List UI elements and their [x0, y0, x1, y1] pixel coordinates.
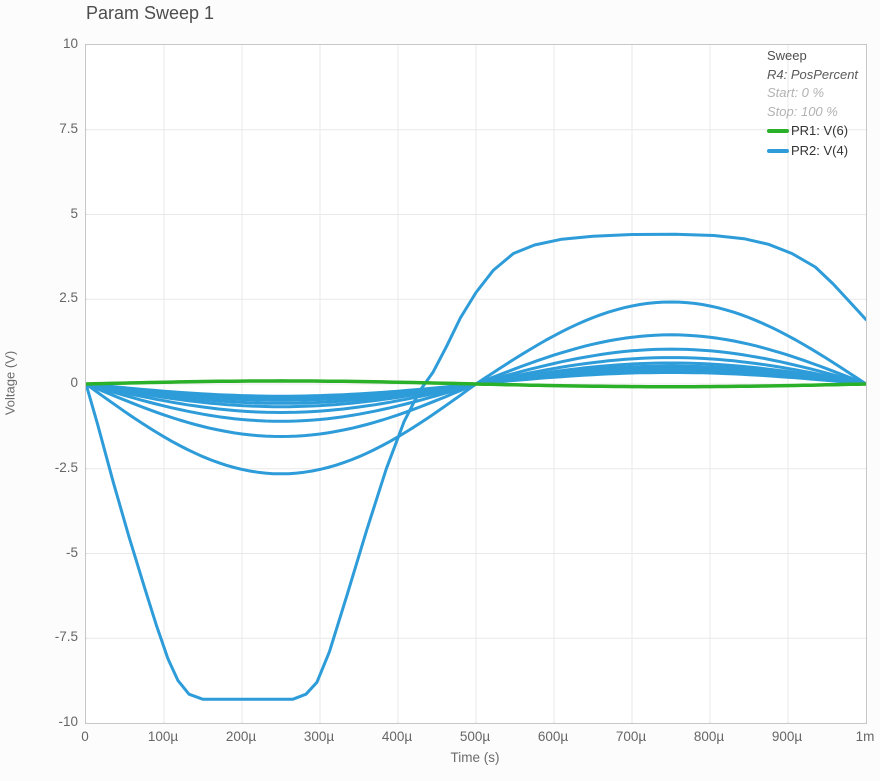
- y-tick-label: 2.5: [59, 290, 78, 306]
- y-tick-label: 7.5: [59, 120, 78, 136]
- plot-area[interactable]: [85, 44, 867, 724]
- x-tick-label: 200µ: [225, 729, 257, 744]
- x-tick-label: 700µ: [615, 729, 647, 744]
- y-tick-label: 0: [70, 375, 78, 390]
- pr1-trace-label: PR1: V(6): [791, 122, 849, 138]
- y-tick-label: -2.5: [54, 459, 78, 475]
- legend-sweep-header: Sweep: [767, 48, 807, 63]
- x-tick-label: 600µ: [537, 729, 569, 744]
- y-tick-label: -5: [65, 544, 78, 560]
- legend-entry-pr2[interactable]: PR2: V(4): [767, 141, 858, 161]
- y-tick-label: 10: [62, 36, 78, 51]
- y-tick-label: -7.5: [54, 629, 78, 645]
- pr2-trace-swatch: [767, 148, 789, 154]
- plot-canvas: [86, 45, 866, 723]
- x-tick-label: 900µ: [771, 729, 803, 744]
- legend-sweep-param: R4: PosPercent: [767, 66, 859, 82]
- y-tick-label: -10: [58, 714, 78, 729]
- x-tick-label: 800µ: [693, 729, 725, 744]
- x-tick-label: 400µ: [381, 729, 413, 744]
- pr2-trace-label: PR2: V(4): [791, 142, 849, 158]
- y-tick-label: 5: [70, 205, 78, 221]
- x-tick-label: 1m: [855, 729, 875, 744]
- legend: Sweep R4: PosPercent Start: 0 % Stop: 10…: [767, 47, 858, 161]
- x-tick-label: 300µ: [303, 729, 335, 744]
- x-tick-label: 500µ: [459, 729, 491, 744]
- legend-entry-pr1[interactable]: PR1: V(6): [767, 121, 858, 141]
- pr1-trace-swatch: [767, 128, 789, 134]
- chart-title: Param Sweep 1: [86, 3, 215, 23]
- x-tick-label: 0: [81, 729, 89, 744]
- legend-sweep-stop: Stop: 100 %: [767, 103, 838, 119]
- legend-sweep-start: Start: 0 %: [767, 85, 825, 100]
- x-axis-label: Time (s): [450, 750, 500, 765]
- x-tick-label: 100µ: [147, 729, 179, 744]
